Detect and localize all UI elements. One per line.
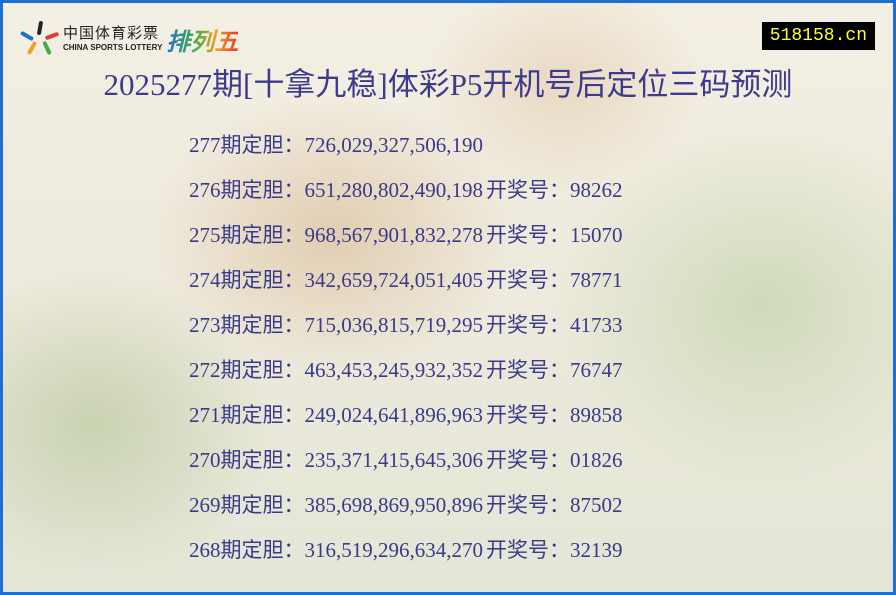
issue-label: 276期定胆：	[189, 178, 305, 202]
issue-label: 269期定胆：	[189, 493, 305, 517]
result-number: 98262	[570, 178, 623, 202]
issue-label: 271期定胆：	[189, 403, 305, 427]
prediction-numbers: 235,371,415,645,306	[304, 448, 484, 472]
site-badge: 518158.cn	[761, 22, 875, 50]
result-label: 开奖号：	[486, 268, 570, 292]
logo-en-text: CHINA SPORTS LOTTERY	[63, 43, 163, 52]
page-title: 2025277期[十拿九稳]体彩P5开机号后定位三码预测	[103, 67, 793, 102]
issue-label: 273期定胆：	[189, 313, 305, 337]
prediction-numbers: 385,698,869,950,896	[304, 493, 484, 517]
china-sports-lottery-logo: 中国体育彩票 CHINA SPORTS LOTTERY 排列五	[19, 20, 238, 57]
prediction-list: 277期定胆：726,029,327,506,190 276期定胆：651,280…	[189, 131, 623, 581]
game-name: 排列五	[166, 22, 238, 57]
list-item: 274期定胆：342,659,724,051,405 开奖号：78771	[189, 266, 623, 311]
list-item: 271期定胆：249,024,641,896,963 开奖号：89858	[189, 401, 623, 446]
result-number: 78771	[570, 268, 623, 292]
list-item: 277期定胆：726,029,327,506,190	[189, 131, 623, 176]
result-label: 开奖号：	[486, 403, 570, 427]
result-number: 87502	[570, 493, 623, 517]
prediction-numbers: 342,659,724,051,405	[304, 268, 484, 292]
issue-label: 277期定胆：	[189, 133, 305, 157]
lottery-star-icon	[19, 20, 60, 57]
prediction-numbers: 968,567,901,832,278	[304, 223, 484, 247]
result-label: 开奖号：	[486, 493, 570, 517]
result-number: 15070	[570, 223, 623, 247]
result-number: 32139	[570, 538, 623, 562]
result-label: 开奖号：	[486, 223, 570, 247]
list-item: 269期定胆：385,698,869,950,896 开奖号：87502	[189, 491, 623, 536]
list-item: 268期定胆：316,519,296,634,270 开奖号：32139	[189, 536, 623, 581]
result-number: 76747	[570, 358, 623, 382]
result-label: 开奖号：	[486, 538, 570, 562]
issue-label: 274期定胆：	[189, 268, 305, 292]
result-label: 开奖号：	[486, 358, 570, 382]
issue-label: 275期定胆：	[189, 223, 305, 247]
prediction-numbers: 715,036,815,719,295	[304, 313, 484, 337]
issue-label: 272期定胆：	[189, 358, 305, 382]
issue-label: 268期定胆：	[189, 538, 305, 562]
result-label: 开奖号：	[486, 178, 570, 202]
prediction-numbers: 316,519,296,634,270	[304, 538, 484, 562]
result-label: 开奖号：	[486, 448, 570, 472]
list-item: 276期定胆：651,280,802,490,198 开奖号：98262	[189, 176, 623, 221]
logo-cn-text: 中国体育彩票	[63, 24, 160, 42]
list-item: 270期定胆：235,371,415,645,306 开奖号：01826	[189, 446, 623, 491]
prediction-numbers: 651,280,802,490,198	[304, 178, 484, 202]
list-item: 273期定胆：715,036,815,719,295 开奖号：41733	[189, 311, 623, 356]
result-number: 89858	[570, 403, 623, 427]
result-number: 41733	[570, 313, 623, 337]
prediction-numbers: 249,024,641,896,963	[304, 403, 484, 427]
list-item: 275期定胆：968,567,901,832,278 开奖号：15070	[189, 221, 623, 266]
issue-label: 270期定胆：	[189, 448, 305, 472]
list-item: 272期定胆：463,453,245,932,352 开奖号：76747	[189, 356, 623, 401]
result-label: 开奖号：	[486, 313, 570, 337]
result-number: 01826	[570, 448, 623, 472]
prediction-numbers: 726,029,327,506,190	[304, 133, 484, 157]
prediction-numbers: 463,453,245,932,352	[304, 358, 484, 382]
